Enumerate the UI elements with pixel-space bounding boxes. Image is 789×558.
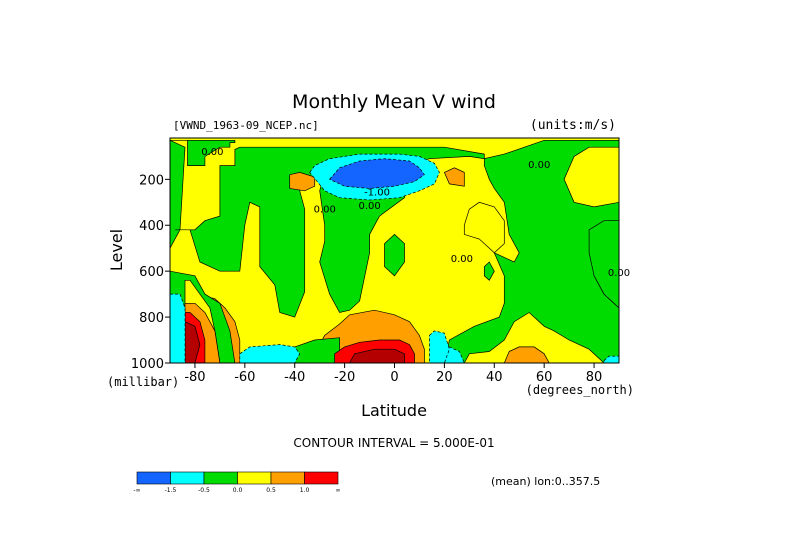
legend-swatch bbox=[203, 471, 238, 485]
color-legend: -∞ -1.5 -0.5 0.0 0.5 1.0 ∞ bbox=[133, 471, 341, 494]
legend-tick-label: -∞ bbox=[133, 487, 140, 494]
y-axis: 200 400 600 800 1000 bbox=[131, 173, 170, 372]
x-tick-label: 60 bbox=[536, 370, 553, 385]
x-axis: -80 -60 -40 -20 0 20 40 60 80 bbox=[184, 363, 602, 385]
contour-label: 0.00 bbox=[314, 205, 336, 216]
contour-region-positive bbox=[289, 172, 316, 192]
legend-swatch bbox=[270, 471, 305, 485]
y-tick-label: 1000 bbox=[131, 357, 164, 372]
contour-region-positive bbox=[503, 346, 550, 363]
x-tick-label: -20 bbox=[334, 370, 355, 385]
contour-label: 0.00 bbox=[528, 160, 550, 171]
contour-fills bbox=[170, 138, 619, 363]
legend-tick-label: 0.5 bbox=[266, 487, 276, 494]
y-tick-label: 400 bbox=[139, 219, 164, 234]
y-tick-label: 200 bbox=[139, 173, 164, 188]
contour-label: 0.00 bbox=[451, 254, 473, 265]
legend-swatch bbox=[237, 471, 272, 485]
contour-region-negative bbox=[429, 330, 450, 363]
legend-swatch bbox=[136, 471, 171, 485]
x-tick-label: 0 bbox=[390, 370, 398, 385]
mean-text: (mean) lon:0..357.5 bbox=[491, 475, 600, 488]
contour-region-weak-positive bbox=[463, 201, 505, 254]
legend-tick-label: 1.0 bbox=[300, 487, 310, 494]
x-tick-label: 20 bbox=[436, 370, 453, 385]
contour-region-weak-negative bbox=[588, 220, 619, 309]
contour-region-negative bbox=[239, 344, 301, 363]
contour-region-weak-negative bbox=[384, 233, 405, 277]
contour-region-weak-negative bbox=[175, 146, 485, 318]
legend-tick-label: -0.5 bbox=[198, 487, 210, 494]
y-tick-label: 600 bbox=[139, 265, 164, 280]
x-tick-label: -40 bbox=[284, 370, 305, 385]
contour-region-positive bbox=[443, 167, 465, 187]
units-label: (units:m/s) bbox=[530, 118, 616, 133]
contour-region-weak-negative bbox=[483, 261, 495, 281]
legend-swatch bbox=[304, 471, 339, 485]
x-tick-label: 80 bbox=[586, 370, 603, 385]
x-tick-label: -60 bbox=[234, 370, 255, 385]
x-axis-label: Latitude bbox=[361, 401, 427, 420]
legend-tick-label: 0.0 bbox=[233, 487, 243, 494]
contour-region-negative bbox=[603, 355, 619, 363]
legend-swatch bbox=[170, 471, 205, 485]
chart-title: Monthly Mean V wind bbox=[292, 91, 496, 113]
contour-region-max-positive bbox=[349, 348, 405, 363]
contour-label: 0.00 bbox=[358, 201, 380, 212]
contour-interval-text: CONTOUR INTERVAL = 5.000E-01 bbox=[293, 436, 494, 450]
contour-label: -1.00 bbox=[364, 187, 390, 198]
contour-region-weak-negative bbox=[170, 139, 236, 166]
dataset-label: [VWND_1963-09_NCEP.nc] bbox=[173, 119, 319, 132]
x-tick-label: 40 bbox=[486, 370, 503, 385]
y-axis-label: Level bbox=[107, 229, 126, 271]
contour-region-strong-negative bbox=[329, 158, 425, 189]
x-axis-units: (degrees_north) bbox=[526, 383, 634, 397]
contour-region-weak-negative bbox=[444, 139, 619, 363]
y-axis-units: (millibar) bbox=[107, 375, 179, 389]
legend-tick-label: ∞ bbox=[336, 487, 341, 494]
contour-region-negative bbox=[170, 293, 186, 363]
x-tick-label: -80 bbox=[184, 370, 205, 385]
y-tick-label: 800 bbox=[139, 311, 164, 326]
legend-tick-label: -1.5 bbox=[165, 487, 177, 494]
contour-label: 0.00 bbox=[201, 147, 223, 158]
